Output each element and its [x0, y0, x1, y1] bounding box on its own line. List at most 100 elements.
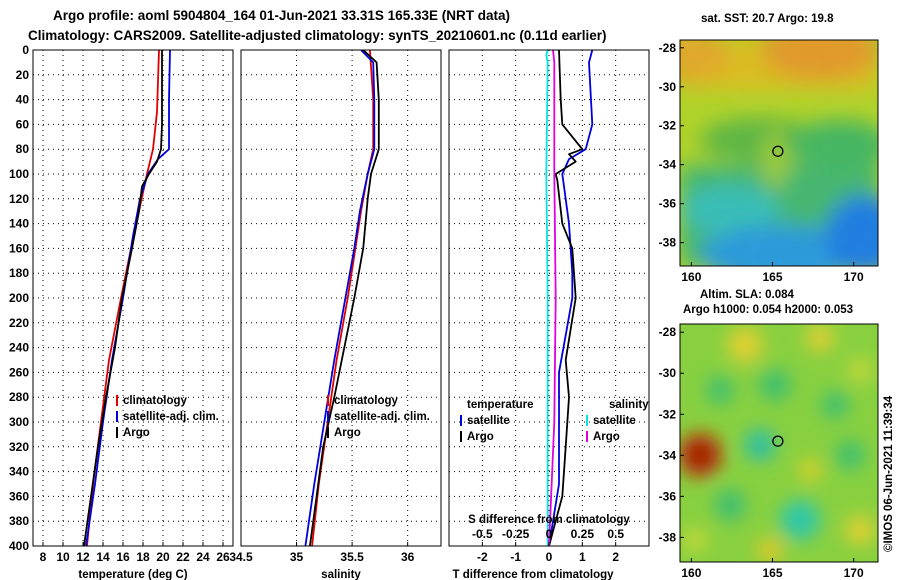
- x-tick-label: 12: [76, 550, 90, 564]
- plot-frame: [32, 49, 234, 547]
- y-tick-label: 120: [9, 192, 29, 206]
- x-tick-label: 14: [96, 550, 110, 564]
- series-line-salinity-argo: [548, 49, 557, 547]
- sla-blob: [714, 489, 746, 521]
- map-y-tick-label: -30: [659, 80, 677, 94]
- series-line-argo: [83, 50, 163, 547]
- sla-blob: [758, 538, 782, 562]
- map-x-tick-label: 170: [844, 270, 864, 284]
- sla-blob: [759, 369, 791, 401]
- legend-title-salinity: salinity: [609, 399, 649, 411]
- s-tick-label: -0.25: [502, 527, 530, 541]
- x-tick-label: 22: [176, 550, 190, 564]
- y-tick-label: 20: [16, 68, 30, 82]
- y-tick-label: 0: [22, 43, 29, 57]
- sst-map-axes: 160 165 170 -28 -30 -32 -34 -36 -38: [659, 41, 864, 284]
- temperature-panel: 8 10 12 14 16 18 20 22 24 26 temperature (deg C) 0 2…: [9, 43, 234, 580]
- argo-position-marker: [772, 145, 784, 157]
- x-axis-label: T difference from climatology: [452, 569, 614, 580]
- sla-blob: [800, 460, 820, 480]
- y-tick-label: 380: [9, 514, 29, 528]
- legend-label: satellite: [467, 415, 510, 427]
- x-tick-label: 2: [612, 550, 619, 564]
- y-tick-label: 360: [9, 489, 29, 503]
- sla-blob: [690, 445, 710, 465]
- sla-blob: [780, 500, 820, 540]
- x-tick-label: 20: [156, 550, 170, 564]
- map-y-tick-label: -34: [659, 448, 677, 462]
- s-tick-label: 0.25: [571, 527, 595, 541]
- sla-blob: [848, 358, 872, 382]
- figure-title-line1: Argo profile: aoml 5904804_164 01-Jun-20…: [53, 8, 510, 23]
- x-tick-label: 35: [290, 550, 304, 564]
- x-tick-label: 34.5: [229, 550, 253, 564]
- x-axis-label: salinity: [321, 569, 361, 580]
- map-y-tick-label: -36: [659, 197, 677, 211]
- sla-blob: [727, 327, 763, 363]
- x-axis-label: temperature (deg C): [78, 569, 187, 580]
- y-tick-label: 200: [9, 291, 29, 305]
- sla-map-title: Altim. SLA: 0.084: [700, 289, 795, 301]
- map-y-tick-label: -28: [659, 325, 677, 339]
- map-x-tick-label: 160: [681, 270, 701, 284]
- series-line-temperature-satellite: [548, 49, 594, 547]
- figure-title-line2: Climatology: CARS2009. Satellite-adjuste…: [28, 28, 606, 43]
- y-tick-label: 40: [16, 93, 30, 107]
- series-line-temperature-argo: [548, 49, 584, 547]
- x-tick-label: 24: [196, 550, 210, 564]
- map-x-tick-label: 170: [844, 566, 864, 580]
- x-tick-label: 35.5: [340, 550, 364, 564]
- legend-title-temperature: temperature: [467, 399, 533, 411]
- sla-blob: [683, 528, 707, 552]
- salinity-panel: 34.5 35 35.5 36 salinity climatology satellite…: [229, 49, 442, 580]
- x-tick-label: 0: [546, 550, 553, 564]
- argo-position-marker: [772, 435, 784, 447]
- y-tick-label: 80: [16, 142, 30, 156]
- x-tick-label: 10: [56, 550, 70, 564]
- y-tick-label: 280: [9, 390, 29, 404]
- y-tick-label: 160: [9, 241, 29, 255]
- imos-credit: ©IMOS 06-Jun-2021 11:39:34: [883, 395, 895, 552]
- sla-map-subtitle: Argo h1000: 0.054 h2000: 0.053: [683, 304, 853, 316]
- legend-label: Argo: [123, 427, 150, 439]
- map-x-tick-label: 165: [762, 270, 782, 284]
- y-tick-label: 60: [16, 117, 30, 131]
- y-tick-label: 180: [9, 266, 29, 280]
- map-y-tick-label: -34: [659, 158, 677, 172]
- y-tick-label: 320: [9, 440, 29, 454]
- sst-map: sat. SST: 20.7 Argo: 19.8 160 165 170 -28 -3…: [659, 13, 879, 284]
- map-y-tick-label: -28: [659, 41, 677, 55]
- y-tick-label: 220: [9, 316, 29, 330]
- map-y-tick-label: -38: [659, 530, 677, 544]
- s-axis-label: S difference from climatology: [468, 514, 630, 526]
- y-tick-label: 140: [9, 217, 29, 231]
- y-tick-label: 240: [9, 341, 29, 355]
- map-y-tick-label: -36: [659, 489, 677, 503]
- plot-frame: [240, 49, 442, 547]
- series-line-argo: [309, 49, 380, 547]
- x-tick-label: -2: [477, 550, 488, 564]
- sla-map-frame: [679, 323, 879, 563]
- sla-blob: [744, 429, 776, 461]
- x-tick-label: 18: [136, 550, 150, 564]
- sst-map-title: sat. SST: 20.7 Argo: 19.8: [701, 13, 834, 25]
- map-x-tick-label: 165: [762, 566, 782, 580]
- map-x-tick-label: 160: [681, 566, 701, 580]
- sla-blob: [706, 376, 734, 404]
- map-y-tick-label: -32: [659, 407, 677, 421]
- sst-map-frame: [679, 39, 879, 267]
- y-tick-label: 260: [9, 365, 29, 379]
- legend-label: satellite: [593, 415, 636, 427]
- y-tick-label: 300: [9, 415, 29, 429]
- sla-map-axes: 160 165 170 -28 -30 -32 -34 -36 -38: [659, 325, 864, 580]
- sla-blob: [821, 391, 849, 419]
- legend-label: satellite-adj. clim.: [334, 411, 430, 423]
- x-tick-label: 36: [401, 550, 415, 564]
- x-tick-label: 16: [116, 550, 130, 564]
- x-tick-label: -1: [510, 550, 521, 564]
- x-tick-label: 1: [579, 550, 586, 564]
- map-y-tick-label: -30: [659, 366, 677, 380]
- difference-panel: -2 -1 0 1 2 T difference from climatology temp…: [448, 49, 650, 580]
- x-tick-label: 8: [40, 550, 47, 564]
